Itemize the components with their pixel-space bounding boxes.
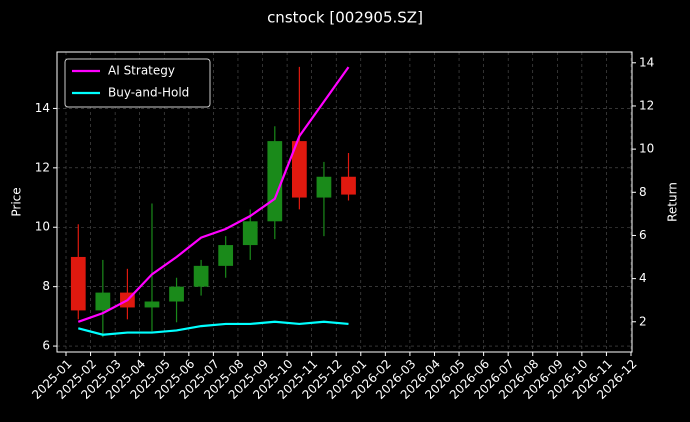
y2-tick-label: 8 [639,185,647,199]
y-tick-label: 8 [42,279,50,293]
candle-body [242,221,258,246]
y2-tick-label: 12 [639,98,654,112]
y2-tick-label: 6 [639,228,647,242]
candle-body [169,286,184,302]
y-tick-label: 14 [35,101,50,115]
legend-box [64,58,211,108]
return-line [78,320,349,336]
y2-tick-label: 4 [639,271,647,285]
y2-tick-label: 14 [639,55,654,69]
y-axis-label: Price [10,187,24,216]
y-tick-label: 12 [35,160,50,174]
y2-tick-label: 10 [639,142,654,156]
candle-body [341,176,356,195]
candle-body [70,256,86,311]
candle-body [95,292,111,311]
candle-body [292,141,307,198]
candle-body [144,301,160,308]
chart-title: cnstock [002905.SZ] [267,9,423,27]
y2-axis-label: Return [666,182,680,222]
candle-body [193,265,209,287]
y2-tick-label: 2 [639,314,647,328]
y-tick-label: 10 [35,220,50,234]
legend-label: AI Strategy [108,64,175,78]
y-tick-label: 6 [42,339,50,353]
candle-body [267,141,283,222]
candle-body [316,176,332,198]
legend: AI Strategy Buy-and-Hold [64,58,211,108]
plot-frame [56,51,633,353]
legend-label: Buy-and-Hold [108,86,189,100]
return-line [77,66,350,323]
candle-body [218,245,234,266]
